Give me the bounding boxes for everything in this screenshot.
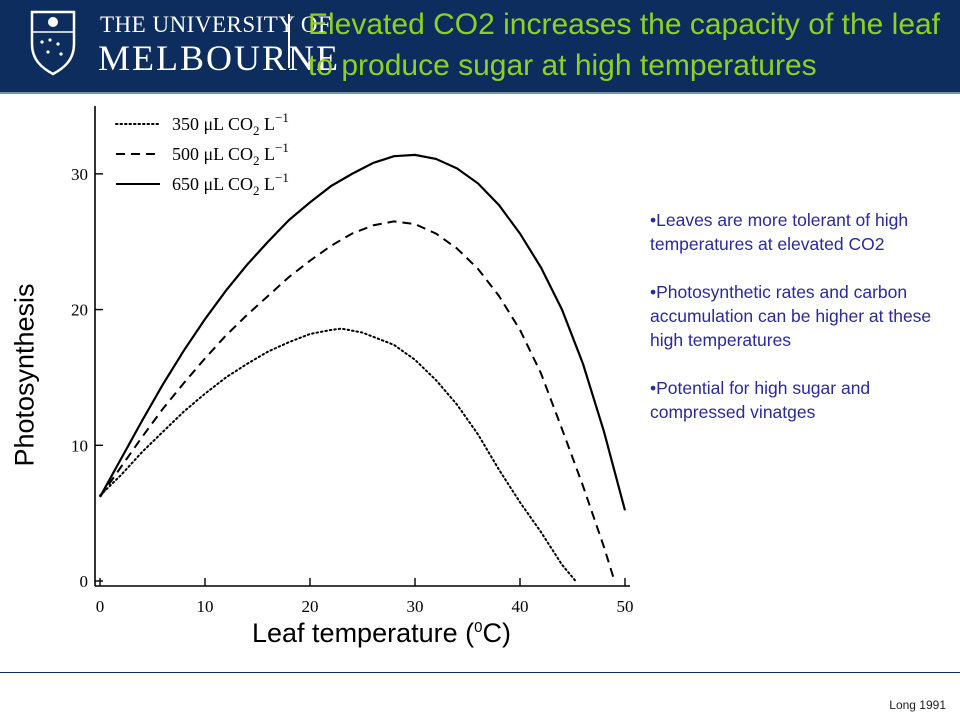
x-axis-label: Leaf temperature (0C) <box>252 618 511 649</box>
y-tick-label: 10 <box>71 436 88 455</box>
footer-divider <box>0 672 960 673</box>
bullet-list: •Leaves are more tolerant of high temper… <box>650 208 940 448</box>
x-tick-label: 10 <box>197 597 214 616</box>
x-tick-label: 40 <box>512 597 529 616</box>
bullet-item: •Leaves are more tolerant of high temper… <box>650 210 909 254</box>
university-crest-icon <box>30 10 76 76</box>
y-tick-label: 30 <box>71 165 88 184</box>
bullet-item: •Potential for high sugar and compressed… <box>650 378 871 422</box>
university-name-line2: MELBOURNE <box>98 38 340 78</box>
university-name-line1: THE UNIVERSITY OF <box>100 12 332 37</box>
header-divider <box>288 14 290 68</box>
legend-label: 500 μL CO2 L−1 <box>172 140 289 168</box>
x-axis-label-suffix: C) <box>482 618 511 648</box>
x-tick-label: 30 <box>407 597 424 616</box>
series-line-solid <box>99 153 627 511</box>
y-axis-label: Photosynthesis <box>9 283 40 467</box>
x-axis-label-text: Leaf temperature ( <box>252 618 475 648</box>
legend-label: 650 μL CO2 L−1 <box>172 170 289 198</box>
x-tick-label: 20 <box>302 597 319 616</box>
y-tick-label: 0 <box>80 572 89 591</box>
series-line-dashed <box>99 220 616 582</box>
slide-title: Elevated CO2 increases the capacity of t… <box>308 8 941 82</box>
x-tick-label: 0 <box>96 597 105 616</box>
x-tick-label: 50 <box>617 597 634 616</box>
y-tick-label: 20 <box>71 301 88 320</box>
header-underline <box>0 92 960 94</box>
header-bar: THE UNIVERSITY OF MELBOURNE Elevated CO2… <box>0 0 960 92</box>
legend-label: 350 μL CO2 L−1 <box>172 110 289 138</box>
source-citation: Long 1991 <box>889 698 946 712</box>
x-axis-label-sup: 0 <box>474 619 483 636</box>
bullet-item: •Photosynthetic rates and carbon accumul… <box>650 282 932 350</box>
series-line-dotted <box>99 327 577 582</box>
